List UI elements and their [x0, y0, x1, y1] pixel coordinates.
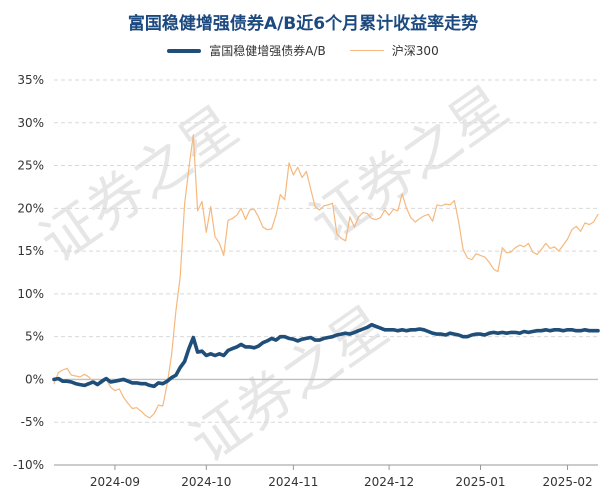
watermark-text: 证券之星 [299, 74, 520, 256]
series-line-fund [52, 322, 600, 389]
legend-swatch-index [349, 49, 384, 52]
y-gridlines [54, 79, 598, 466]
y-tick-label: 30% [17, 116, 44, 130]
x-tick-label: 2025-02 [542, 475, 592, 489]
series-line-index [53, 134, 599, 419]
watermark-text: 证券之星 [179, 294, 400, 476]
legend-swatch-fund [167, 48, 202, 53]
series-lines [52, 134, 600, 419]
legend-item-index[interactable]: 沪深300 [349, 42, 439, 59]
x-tick-label: 2025-01 [455, 475, 505, 489]
y-tick-label: 35% [17, 73, 44, 87]
legend-label-fund: 富国稳健增强债券A/B [209, 44, 326, 58]
y-tick-label: -5% [21, 415, 44, 429]
y-tick-label: 5% [25, 330, 44, 344]
y-tick-label: 15% [17, 244, 44, 258]
chart-title: 富国稳健增强债券A/B近6个月累计收益率走势 [127, 14, 479, 34]
legend-item-fund[interactable]: 富国稳健增强债券A/B [167, 42, 326, 59]
legend-label-index: 沪深300 [391, 44, 439, 58]
x-tick-label: 2024-10 [181, 475, 231, 489]
x-tick-label: 2024-11 [268, 475, 318, 489]
y-tick-label: 10% [17, 287, 44, 301]
watermark-layer: 证券之星 证券之星 证券之星 [29, 74, 520, 476]
y-tick-label: 0% [25, 372, 44, 386]
x-tick-label: 2024-12 [364, 475, 414, 489]
y-tick-label: -10% [13, 458, 44, 472]
y-tick-label: 20% [17, 201, 44, 215]
chart-legend: 富国稳健增强债券A/B 沪深300 [0, 42, 606, 59]
x-axis: 2024-09 2024-10 2024-11 2024-12 2025-01 2025-… [90, 465, 593, 489]
y-tick-label: 25% [17, 159, 44, 173]
watermark-text: 证券之星 [29, 94, 250, 276]
x-tick-label: 2024-09 [90, 475, 140, 489]
y-axis: -10% -5% 0% 5% 10% 15% 20% 25% 30% 35% [13, 73, 44, 472]
